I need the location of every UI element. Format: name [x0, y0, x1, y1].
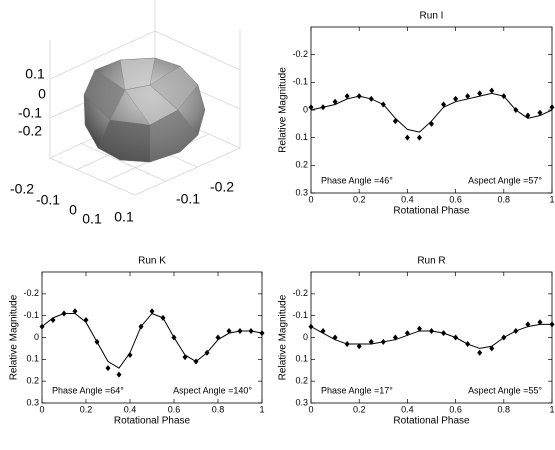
facet	[97, 119, 151, 163]
y-tick-label: -0.2	[292, 288, 308, 298]
x-tick-label: 1	[549, 194, 554, 204]
grid-3d	[79, 142, 166, 182]
x-axis-label: Rotational Phase	[393, 206, 470, 217]
y-tick-label: 0.1	[295, 132, 308, 142]
y-tick-label: 0.3	[26, 397, 39, 407]
y-tick-label: -0.1	[23, 310, 39, 320]
y-axis-label: Relative Magnitude	[278, 67, 289, 153]
y-tick-label: 0.1	[26, 354, 39, 364]
y-tick-label: -0.2	[292, 49, 308, 59]
y-tick-label: 0	[303, 104, 308, 114]
y-tick-label: 0.1	[295, 354, 308, 364]
x-tick-label: 0.8	[498, 194, 511, 204]
observation	[441, 101, 447, 108]
x-tick-label: 0.8	[212, 404, 225, 414]
model-line	[41, 312, 263, 369]
y-axis-label: Relative Magnitude	[278, 294, 289, 380]
asteroid	[83, 57, 206, 163]
y-tick-label: -0.2	[23, 288, 39, 298]
x-axis-label: Rotational Phase	[114, 416, 191, 427]
plot-frame	[310, 271, 553, 404]
annotation: Phase Angle =64°	[52, 385, 124, 395]
axis3d-tick-label: 0	[69, 202, 77, 218]
axis3d-tick-label: -0.1	[36, 192, 60, 208]
x-tick-label: 0.4	[124, 404, 137, 414]
x-axis-label: Rotational Phase	[393, 416, 470, 427]
observation	[127, 351, 133, 358]
facet	[149, 109, 199, 163]
axis3d-tick-label: -0.2	[18, 123, 42, 139]
observation	[72, 308, 78, 315]
x-tick-label: 0.4	[401, 194, 414, 204]
grid-3d	[49, 30, 156, 80]
axis3d-tick-label: 0.1	[82, 211, 102, 227]
axis3d-tick-label: -0.1	[18, 105, 42, 121]
observation	[416, 325, 422, 332]
model-line	[310, 92, 553, 133]
axis3d-tick-label: 0.1	[114, 209, 134, 225]
y-tick-label: 0	[34, 332, 39, 342]
annotation: Phase Angle =17°	[321, 385, 393, 395]
annotation: Aspect Angle =55°	[468, 385, 542, 395]
y-axis-label: Relative Magnitude	[9, 294, 20, 380]
annotation: Aspect Angle =57°	[468, 175, 542, 185]
observation	[453, 95, 459, 102]
axis3d-tick-label: 0.1	[25, 66, 45, 82]
y-tick-label: 0.2	[26, 376, 39, 386]
observation	[537, 109, 543, 116]
y-tick-label: 0.2	[295, 160, 308, 170]
y-tick-label: 0.2	[295, 376, 308, 386]
observation	[416, 134, 422, 141]
plot-frame	[41, 271, 263, 404]
x-tick-label: 0.2	[353, 194, 366, 204]
observation	[105, 365, 111, 372]
observation	[116, 371, 122, 378]
observation	[356, 343, 362, 350]
x-tick-label: 0.2	[353, 404, 366, 414]
chart-title: Run R	[417, 256, 445, 267]
axis3d-tick-label: -0.1	[176, 191, 200, 207]
observation	[308, 104, 314, 111]
x-tick-label: 0.8	[498, 404, 511, 414]
model-line	[310, 323, 552, 349]
annotation: Aspect Angle =140°	[173, 385, 252, 395]
y-tick-label: 0	[303, 332, 308, 342]
observation	[537, 319, 543, 326]
x-tick-label: 1	[259, 404, 264, 414]
observation	[477, 90, 483, 97]
grid-3d	[154, 30, 241, 71]
x-tick-label: 0.4	[401, 404, 414, 414]
x-tick-label: 0	[308, 194, 313, 204]
y-tick-label: 0.3	[295, 187, 308, 197]
observation	[149, 308, 155, 315]
x-tick-label: 0	[308, 404, 313, 414]
observation	[332, 98, 338, 105]
observation	[477, 349, 483, 356]
observation	[344, 93, 350, 100]
observation	[465, 93, 471, 100]
observation	[404, 134, 410, 141]
x-tick-label: 1	[549, 404, 554, 414]
chart-title: Run I	[420, 11, 444, 22]
axis3d-tick-label: -0.2	[10, 181, 34, 197]
observation	[549, 104, 555, 111]
y-tick-label: -0.1	[292, 310, 308, 320]
x-tick-label: 0.6	[449, 404, 462, 414]
chart-title: Run K	[138, 256, 166, 267]
x-tick-label: 0.6	[449, 194, 462, 204]
annotation: Phase Angle =46°	[321, 175, 393, 185]
axis3d-tick-label: 0	[38, 86, 46, 102]
y-tick-label: 0.3	[295, 397, 308, 407]
facet	[83, 69, 126, 121]
y-tick-label: -0.1	[292, 77, 308, 87]
box-edge	[49, 30, 241, 196]
axis3d-tick-label: -0.2	[210, 179, 234, 195]
x-tick-label: 0.2	[80, 404, 93, 414]
x-tick-label: 0	[39, 404, 44, 414]
x-tick-label: 0.6	[168, 404, 181, 414]
observation	[489, 87, 495, 94]
